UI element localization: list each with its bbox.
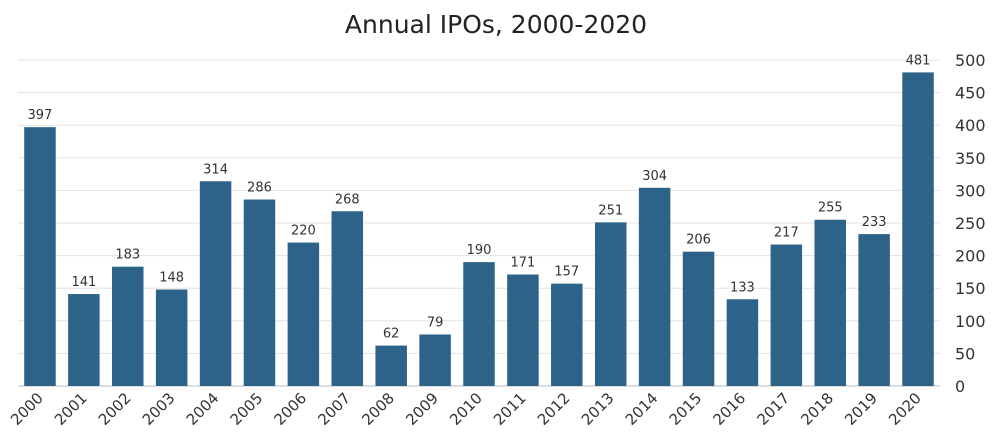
x-tick-label: 2006: [270, 389, 310, 429]
bar-2007: [331, 211, 364, 386]
bar-2013: [594, 222, 627, 386]
data-label-2006: 220: [291, 224, 316, 239]
data-label-2003: 148: [159, 271, 184, 286]
x-tick-label: 2014: [622, 389, 662, 429]
x-tick-label: 2020: [885, 389, 925, 429]
data-label-2017: 217: [774, 226, 799, 241]
chart-title: Annual IPOs, 2000-2020: [344, 10, 648, 39]
x-tick-label: 2017: [753, 389, 793, 429]
bar-2003: [155, 289, 188, 386]
x-tick-label: 2018: [797, 389, 837, 429]
data-label-2007: 268: [335, 192, 360, 207]
bar-2016: [726, 299, 759, 386]
x-tick-label: 2010: [446, 389, 486, 429]
x-tick-label: 2008: [358, 389, 398, 429]
data-label-2011: 171: [510, 256, 535, 271]
data-label-2008: 62: [383, 327, 400, 342]
y-tick-label: 400: [955, 116, 986, 135]
bar-2020: [902, 72, 934, 386]
data-label-2001: 141: [71, 275, 96, 290]
x-tick-label: 2001: [51, 389, 91, 429]
y-tick-label: 250: [955, 214, 986, 233]
x-tick-label: 2000: [7, 389, 47, 429]
data-label-2005: 286: [247, 181, 272, 196]
x-tick-label: 2011: [490, 389, 530, 429]
x-tick-label: 2007: [314, 389, 354, 429]
bar-2017: [770, 244, 803, 386]
data-label-2012: 157: [554, 265, 579, 280]
y-tick-label: 500: [955, 51, 986, 70]
bar-2004: [199, 181, 232, 386]
data-label-2009: 79: [427, 315, 444, 330]
data-label-2013: 251: [598, 203, 623, 218]
bar-2006: [287, 242, 320, 386]
data-label-2002: 183: [115, 248, 140, 263]
data-label-2015: 206: [686, 233, 711, 248]
y-tick-label: 50: [955, 344, 975, 363]
bar-2018: [814, 219, 846, 386]
bar-2010: [463, 262, 495, 386]
bar-2002: [112, 266, 144, 386]
bar-2000: [24, 127, 56, 386]
data-label-2000: 397: [28, 108, 53, 123]
bar-2001: [68, 294, 100, 386]
y-tick-label: 200: [955, 247, 986, 266]
y-tick-label: 350: [955, 149, 986, 168]
data-label-2004: 314: [203, 162, 228, 177]
x-tick-label: 2004: [183, 389, 223, 429]
y-tick-label: 100: [955, 312, 986, 331]
x-tick-label: 2019: [841, 389, 881, 429]
y-tick-label: 150: [955, 279, 986, 298]
bar-2019: [858, 234, 890, 386]
data-label-2018: 255: [818, 201, 843, 216]
x-tick-label: 2015: [666, 389, 706, 429]
data-label-2016: 133: [730, 280, 755, 295]
x-tick-label: 2009: [402, 389, 442, 429]
data-label-2014: 304: [642, 169, 667, 184]
bar-2015: [682, 251, 715, 386]
y-tick-label: 0: [955, 377, 965, 396]
data-label-2020: 481: [906, 53, 931, 68]
bar-2009: [419, 334, 451, 386]
bar-2005: [243, 199, 276, 386]
y-tick-label: 450: [955, 84, 986, 103]
x-tick-label: 2005: [227, 389, 267, 429]
x-tick-label: 2013: [578, 389, 618, 429]
y-tick-label: 300: [955, 181, 986, 200]
bar-2014: [638, 187, 671, 386]
x-tick-label: 2016: [710, 389, 750, 429]
data-label-2010: 190: [467, 243, 492, 258]
x-tick-label: 2002: [95, 389, 135, 429]
bar-2011: [507, 274, 539, 386]
x-tick-label: 2012: [534, 389, 574, 429]
data-label-2019: 233: [862, 215, 887, 230]
bar-2012: [551, 283, 583, 386]
bar-2008: [375, 345, 407, 386]
x-tick-label: 2003: [139, 389, 179, 429]
